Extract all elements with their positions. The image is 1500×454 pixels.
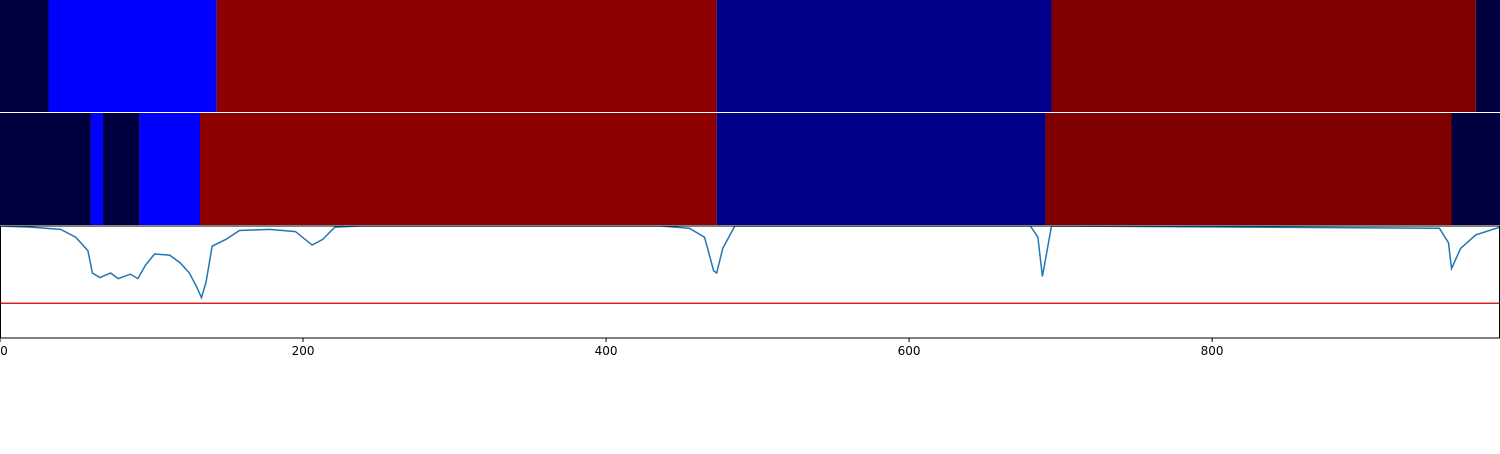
segment bbox=[716, 0, 1052, 112]
segment bbox=[1451, 113, 1500, 225]
segment bbox=[103, 113, 140, 225]
x-tick-label: 400 bbox=[595, 344, 618, 358]
x-tick-label: 0 bbox=[0, 344, 8, 358]
segment bbox=[216, 0, 717, 112]
segment bbox=[1051, 0, 1476, 112]
x-tick-label: 200 bbox=[292, 344, 315, 358]
segment bbox=[0, 113, 91, 225]
segment bbox=[1045, 113, 1452, 225]
segment bbox=[139, 113, 200, 225]
score-line bbox=[0, 226, 1500, 300]
segment bbox=[716, 113, 1046, 225]
plot-frame bbox=[0, 225, 1500, 339]
x-tick-label: 800 bbox=[1201, 344, 1224, 358]
segment bbox=[90, 113, 104, 225]
segment bbox=[1475, 0, 1500, 112]
segment bbox=[200, 113, 717, 225]
segment bbox=[0, 0, 49, 112]
segment bbox=[48, 0, 217, 112]
x-tick-label: 600 bbox=[898, 344, 921, 358]
